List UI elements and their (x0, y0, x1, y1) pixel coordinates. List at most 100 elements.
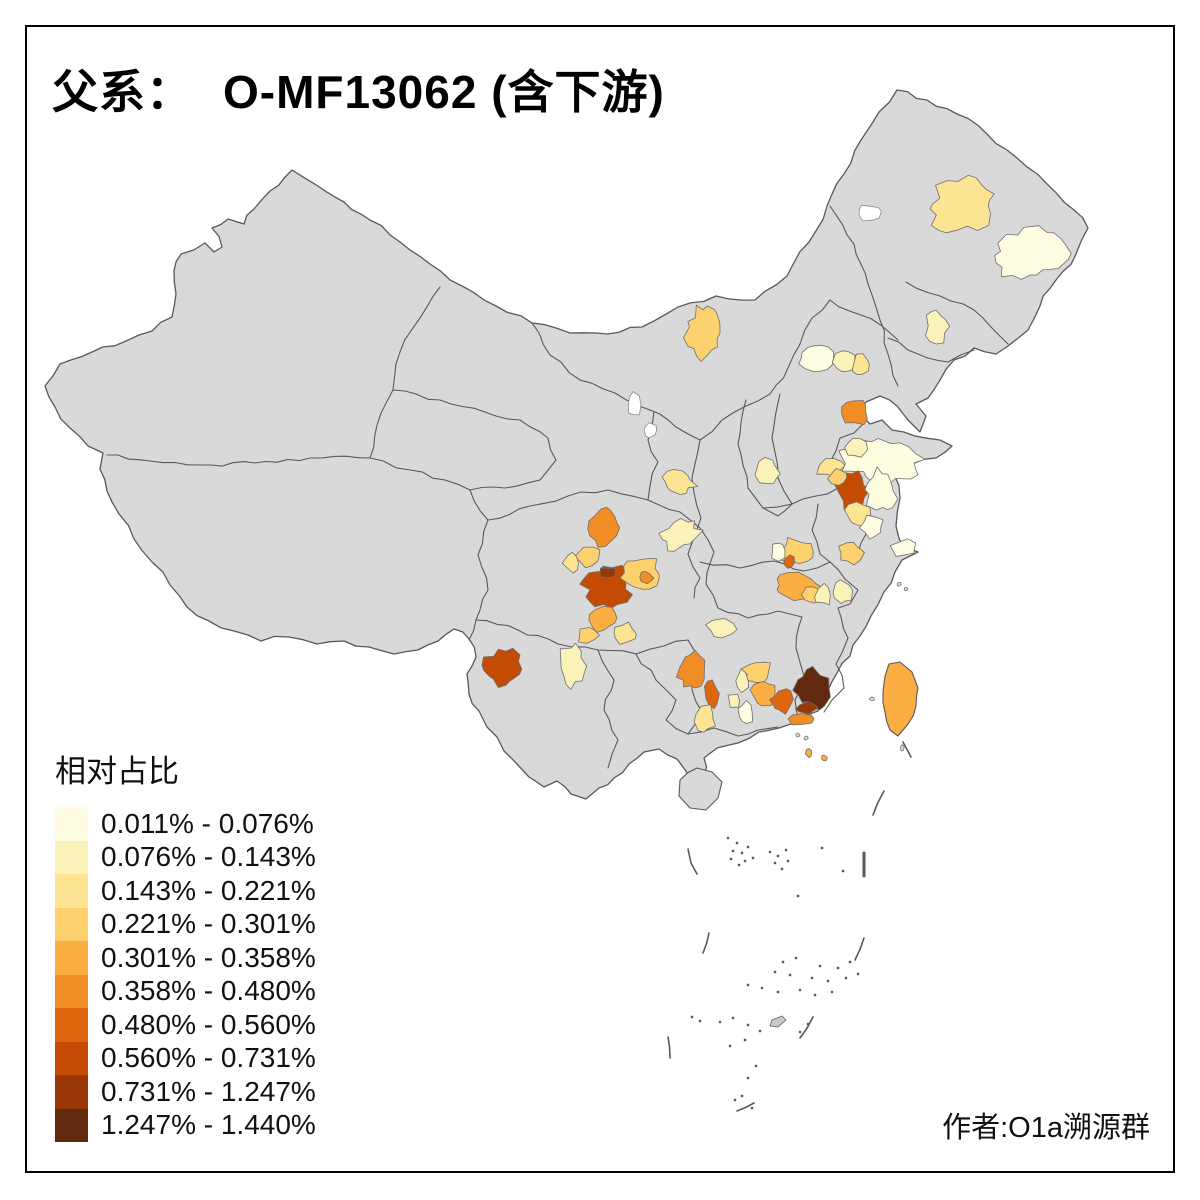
map-region (804, 748, 813, 759)
map-region (704, 679, 720, 710)
province-boundary (699, 299, 831, 441)
legend-color-swatch (55, 874, 88, 908)
island-speck (813, 993, 817, 997)
legend-row: 0.560% - 0.731% (55, 1041, 316, 1075)
map-region (851, 353, 870, 375)
sea-boundary-dash (799, 1016, 814, 1039)
island-speck (826, 979, 830, 983)
island-speck (743, 1038, 747, 1042)
province-boundary (699, 527, 719, 609)
map-region (771, 542, 786, 562)
map-region (838, 541, 865, 566)
map-region (787, 713, 815, 726)
map-region (613, 621, 637, 645)
province-boundary (762, 503, 793, 517)
legend-class-label: 0.011% - 0.076% (101, 807, 314, 839)
map-region (831, 350, 856, 373)
map-region (735, 668, 749, 694)
map-region (792, 666, 831, 711)
legend-class-label: 0.358% - 0.480% (101, 975, 316, 1007)
lake (643, 422, 657, 439)
island-speck (754, 1064, 758, 1068)
island-speck (856, 972, 860, 976)
island-speck (746, 983, 750, 987)
map-region (676, 649, 706, 689)
legend-class-label: 0.731% - 1.247% (101, 1075, 316, 1107)
sea-boundary-dash (687, 848, 698, 875)
south-china-sea-dashes-and-islets (667, 741, 912, 1112)
map-region (559, 642, 587, 690)
legend-row: 0.076% - 0.143% (55, 840, 316, 874)
island-speck (781, 960, 785, 964)
island-speck (746, 1076, 750, 1080)
island-speck (844, 976, 848, 980)
island-speck (773, 970, 777, 974)
province-boundary (475, 619, 689, 655)
legend-title: 相对占比 (55, 754, 179, 789)
legend-color-swatch (55, 907, 88, 941)
province-boundary (468, 489, 489, 641)
legend-row: 0.011% - 0.076% (55, 807, 316, 841)
legend-class-label: 0.301% - 0.358% (101, 941, 316, 973)
map-region (705, 618, 738, 639)
legend-row: 0.358% - 0.480% (55, 974, 316, 1008)
province-boundary (487, 489, 701, 529)
map-region (727, 693, 740, 708)
coastal-islet (900, 744, 905, 752)
island-speck (806, 1022, 810, 1026)
map-region (599, 567, 616, 579)
map-region (783, 554, 795, 569)
island-speck (796, 894, 800, 898)
island-speck (743, 859, 747, 863)
island-speck (780, 867, 784, 871)
island-speck (690, 1015, 694, 1019)
map-region (693, 704, 716, 733)
island-speck (798, 988, 802, 992)
sea-boundary-dash (667, 1036, 671, 1059)
legend-color-swatch (55, 941, 88, 975)
map-region (661, 469, 699, 495)
lake (858, 204, 882, 222)
island-speck (746, 845, 750, 849)
legend-color-swatch (55, 807, 88, 841)
island-speck (729, 857, 733, 861)
province-boundary (531, 322, 701, 441)
sea-boundary-dash (736, 1102, 755, 1112)
hainan-island (678, 767, 723, 811)
coastal-islet (904, 587, 909, 591)
province-boundary (887, 337, 975, 363)
sea-boundary-dash (702, 932, 710, 954)
coastal-islet (795, 732, 801, 738)
island-speck (798, 1030, 802, 1034)
legend-row: 0.480% - 0.560% (55, 1008, 316, 1042)
coastal-islet (803, 735, 809, 741)
map-region (827, 467, 848, 486)
island-speck (848, 960, 852, 964)
legend-color-swatch (55, 974, 88, 1008)
island-speck (773, 861, 777, 865)
province-boundary (829, 205, 899, 387)
map-region (889, 538, 917, 557)
province-boundary (687, 439, 702, 599)
province-boundary (699, 560, 831, 572)
island-speck (735, 841, 739, 845)
province-boundary (823, 687, 845, 713)
island-speck (841, 869, 845, 873)
island-speck (788, 973, 792, 977)
island-speck (698, 1019, 702, 1023)
map-region (481, 647, 523, 688)
province-boundary (794, 616, 805, 723)
province-boundary (835, 607, 849, 689)
legend-color-swatch (55, 1041, 88, 1075)
island-speck (820, 846, 824, 850)
mainland-outline (44, 89, 1089, 800)
legend-color-swatch (55, 1075, 88, 1109)
legend-row: 0.221% - 0.301% (55, 907, 316, 941)
island-speck (726, 836, 730, 840)
map-legend: 相对占比 0.011% - 0.076% 0.076% - 0.143% 0.143… (55, 746, 316, 1142)
island-speck (776, 854, 780, 858)
island-speck (776, 990, 780, 994)
map-region (794, 701, 819, 715)
map-region (814, 583, 831, 606)
map-region (737, 700, 753, 724)
